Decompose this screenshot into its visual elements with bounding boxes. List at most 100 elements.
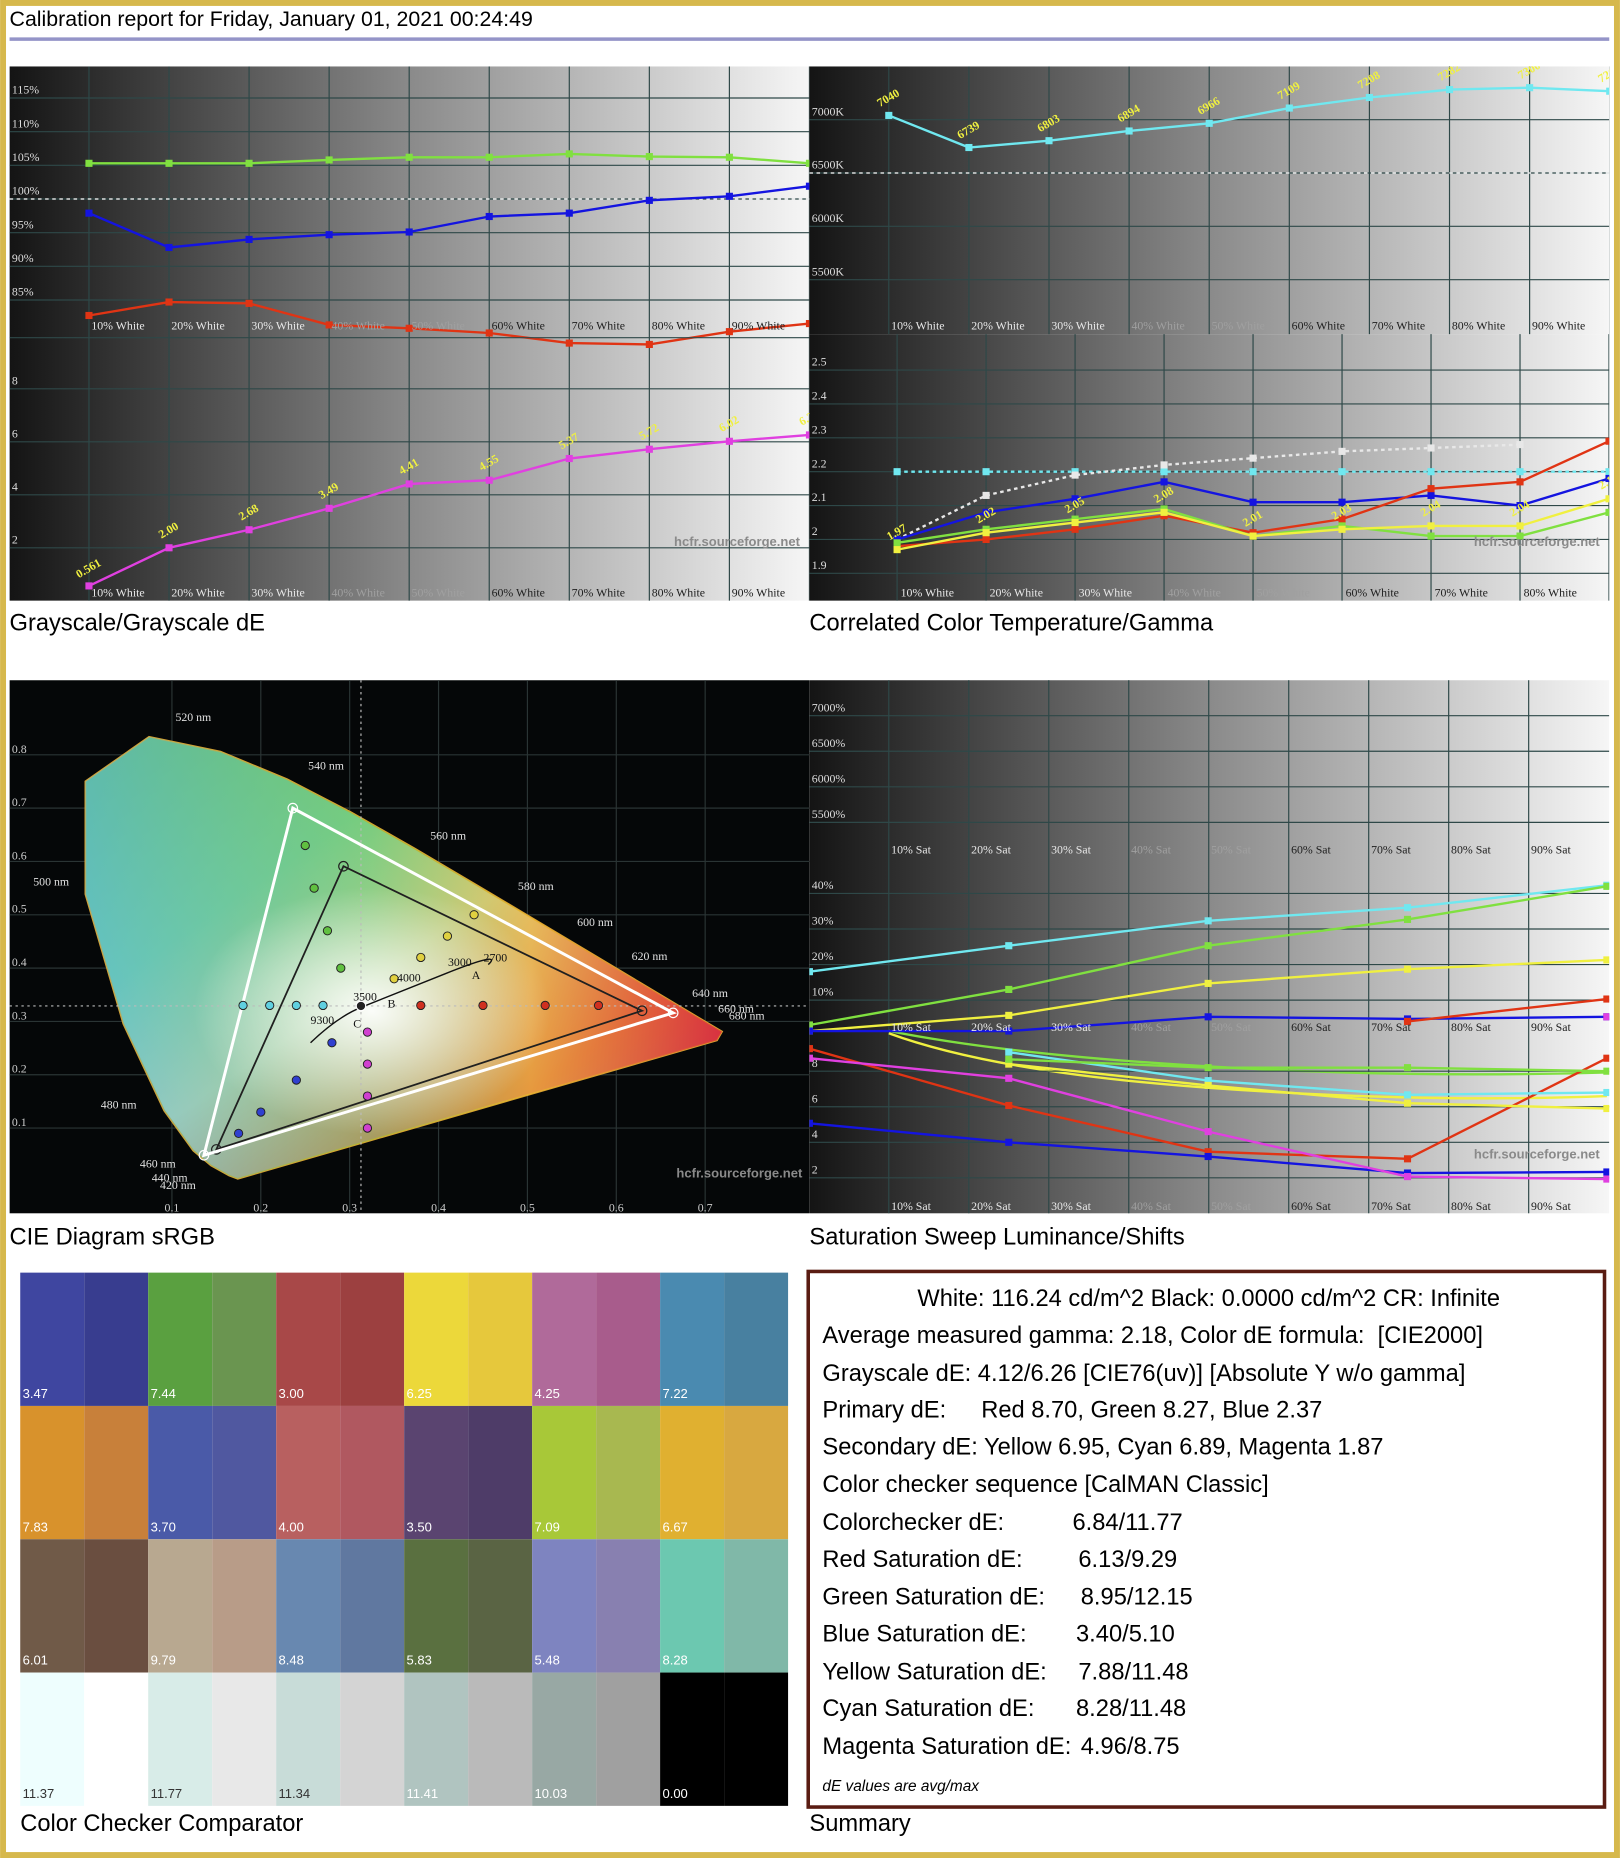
data-point [1249,532,1257,540]
data-point [1603,1013,1610,1021]
summary-line: Secondary dE: Yellow 6.95, Cyan 6.89, Ma… [822,1434,1383,1460]
swatch-label: 9.79 [151,1653,176,1668]
sweep-point [322,926,333,936]
data-point [809,968,813,976]
y-tick-label: 115% [12,83,39,97]
cct-label: A [472,968,481,982]
x-tick-label: 20% White [171,319,224,333]
x-tick-label: 30% White [251,585,304,599]
data-point [1160,508,1168,516]
measured-swatch [660,1672,725,1806]
panel-caption: Saturation Sweep Luminance/Shifts [809,1225,1184,1251]
sweep-point [469,910,479,920]
data-point [1005,1011,1013,1019]
data-point [405,228,413,236]
sweep-point [309,883,319,893]
x-tick-label: 30% White [251,319,304,333]
y-tick-label: 110% [12,116,39,130]
data-point [1427,444,1435,452]
data-point [809,1119,813,1127]
x-tick-label: 10% White [891,319,944,333]
data-point [1365,93,1373,102]
x-tick-label: 30% White [1079,585,1132,599]
y-tick-label: 0.7 [12,795,27,809]
swatch-label: 3.70 [151,1519,176,1534]
measured-swatch [276,1539,341,1673]
x-tick-label: 40% White [331,319,384,333]
x-tick-label: 50% Sat [1211,843,1251,857]
y-tick-label: 30% [812,914,834,928]
report-title: Calibration report for Friday, January 0… [10,7,533,31]
x-tick-label: 90% White [732,319,785,333]
y-tick-label: 1.9 [812,558,827,572]
data-point [982,468,990,476]
x-tick-label: 10% White [901,585,954,599]
data-point [1005,1060,1013,1068]
data-point [1204,942,1212,950]
summary-line: Primary dE: [822,1398,946,1424]
summary-line: Red Saturation dE: [822,1547,1022,1573]
y-tick-label: 90% [12,251,34,265]
y-tick-label: 8 [812,1056,818,1070]
swatch-label: 5.48 [534,1653,559,1668]
data-point [1204,1128,1212,1136]
measured-swatch [276,1272,341,1406]
data-point [1071,471,1079,479]
data-point [565,339,573,347]
data-point [1605,437,1610,445]
data-point [982,535,990,544]
data-point [893,468,901,476]
y-tick-label: 6000% [812,771,846,785]
data-point [1338,447,1346,455]
measured-gamut [201,805,678,1158]
data-point [1603,1104,1610,1113]
data-point [1204,1152,1212,1161]
data-point [725,153,733,161]
reference-swatch [596,1272,661,1406]
summary-line: Color checker sequence [CalMAN Classic] [822,1472,1268,1498]
reference-swatch [724,1272,789,1406]
primary-point [338,860,349,872]
x-tick-label: 50% White [1212,319,1265,333]
sweep-point [318,1000,328,1011]
x-tick-label: 40% White [1168,585,1221,599]
y-tick-label: 2.1 [812,490,827,504]
reference-swatch [468,1672,533,1806]
x-tick-label: 90% Sat [1531,1020,1571,1034]
data-point [1045,137,1053,145]
x-tick-label: 40% Sat [1131,1199,1171,1213]
swatch-label: 4.00 [279,1519,304,1534]
primary-point [636,1005,648,1017]
sweep-point [389,974,399,984]
y-tick-label: 4 [12,479,18,493]
data-point [245,526,253,534]
data-point [1204,1077,1212,1085]
x-tick-label: 30% Sat [1051,1020,1091,1034]
measured-swatch [404,1539,469,1673]
x-tick-label: 20% Sat [971,1020,1011,1034]
summary-value: 8.95/12.15 [1081,1585,1193,1611]
y-tick-label: 95% [12,217,34,231]
x-tick-label: 60% Sat [1291,1199,1331,1213]
reference-swatch [340,1272,405,1406]
data-point [1005,942,1013,950]
x-tick-label: 20% White [171,585,224,599]
summary-line: Grayscale dE: 4.12/6.26 [CIE76(uv)] [Abs… [822,1361,1465,1387]
data-point [982,529,990,537]
y-tick-label: 2.4 [812,389,827,403]
data-point [1160,468,1168,476]
data-point [982,508,990,516]
data-point [1005,1048,1013,1056]
data-point [725,437,733,445]
series-line [1407,997,1608,1023]
x-tick-label: 50% White [1257,585,1310,599]
x-tick-label: 10% Sat [891,1199,931,1213]
x-tick-label: 90% Sat [1531,1199,1571,1213]
data-point [1603,1054,1610,1062]
x-tick-label: 40% Sat [1131,843,1171,857]
data-point [1516,468,1524,476]
data-point [565,150,573,158]
reference-swatch [84,1539,149,1673]
data-point [1071,495,1079,503]
